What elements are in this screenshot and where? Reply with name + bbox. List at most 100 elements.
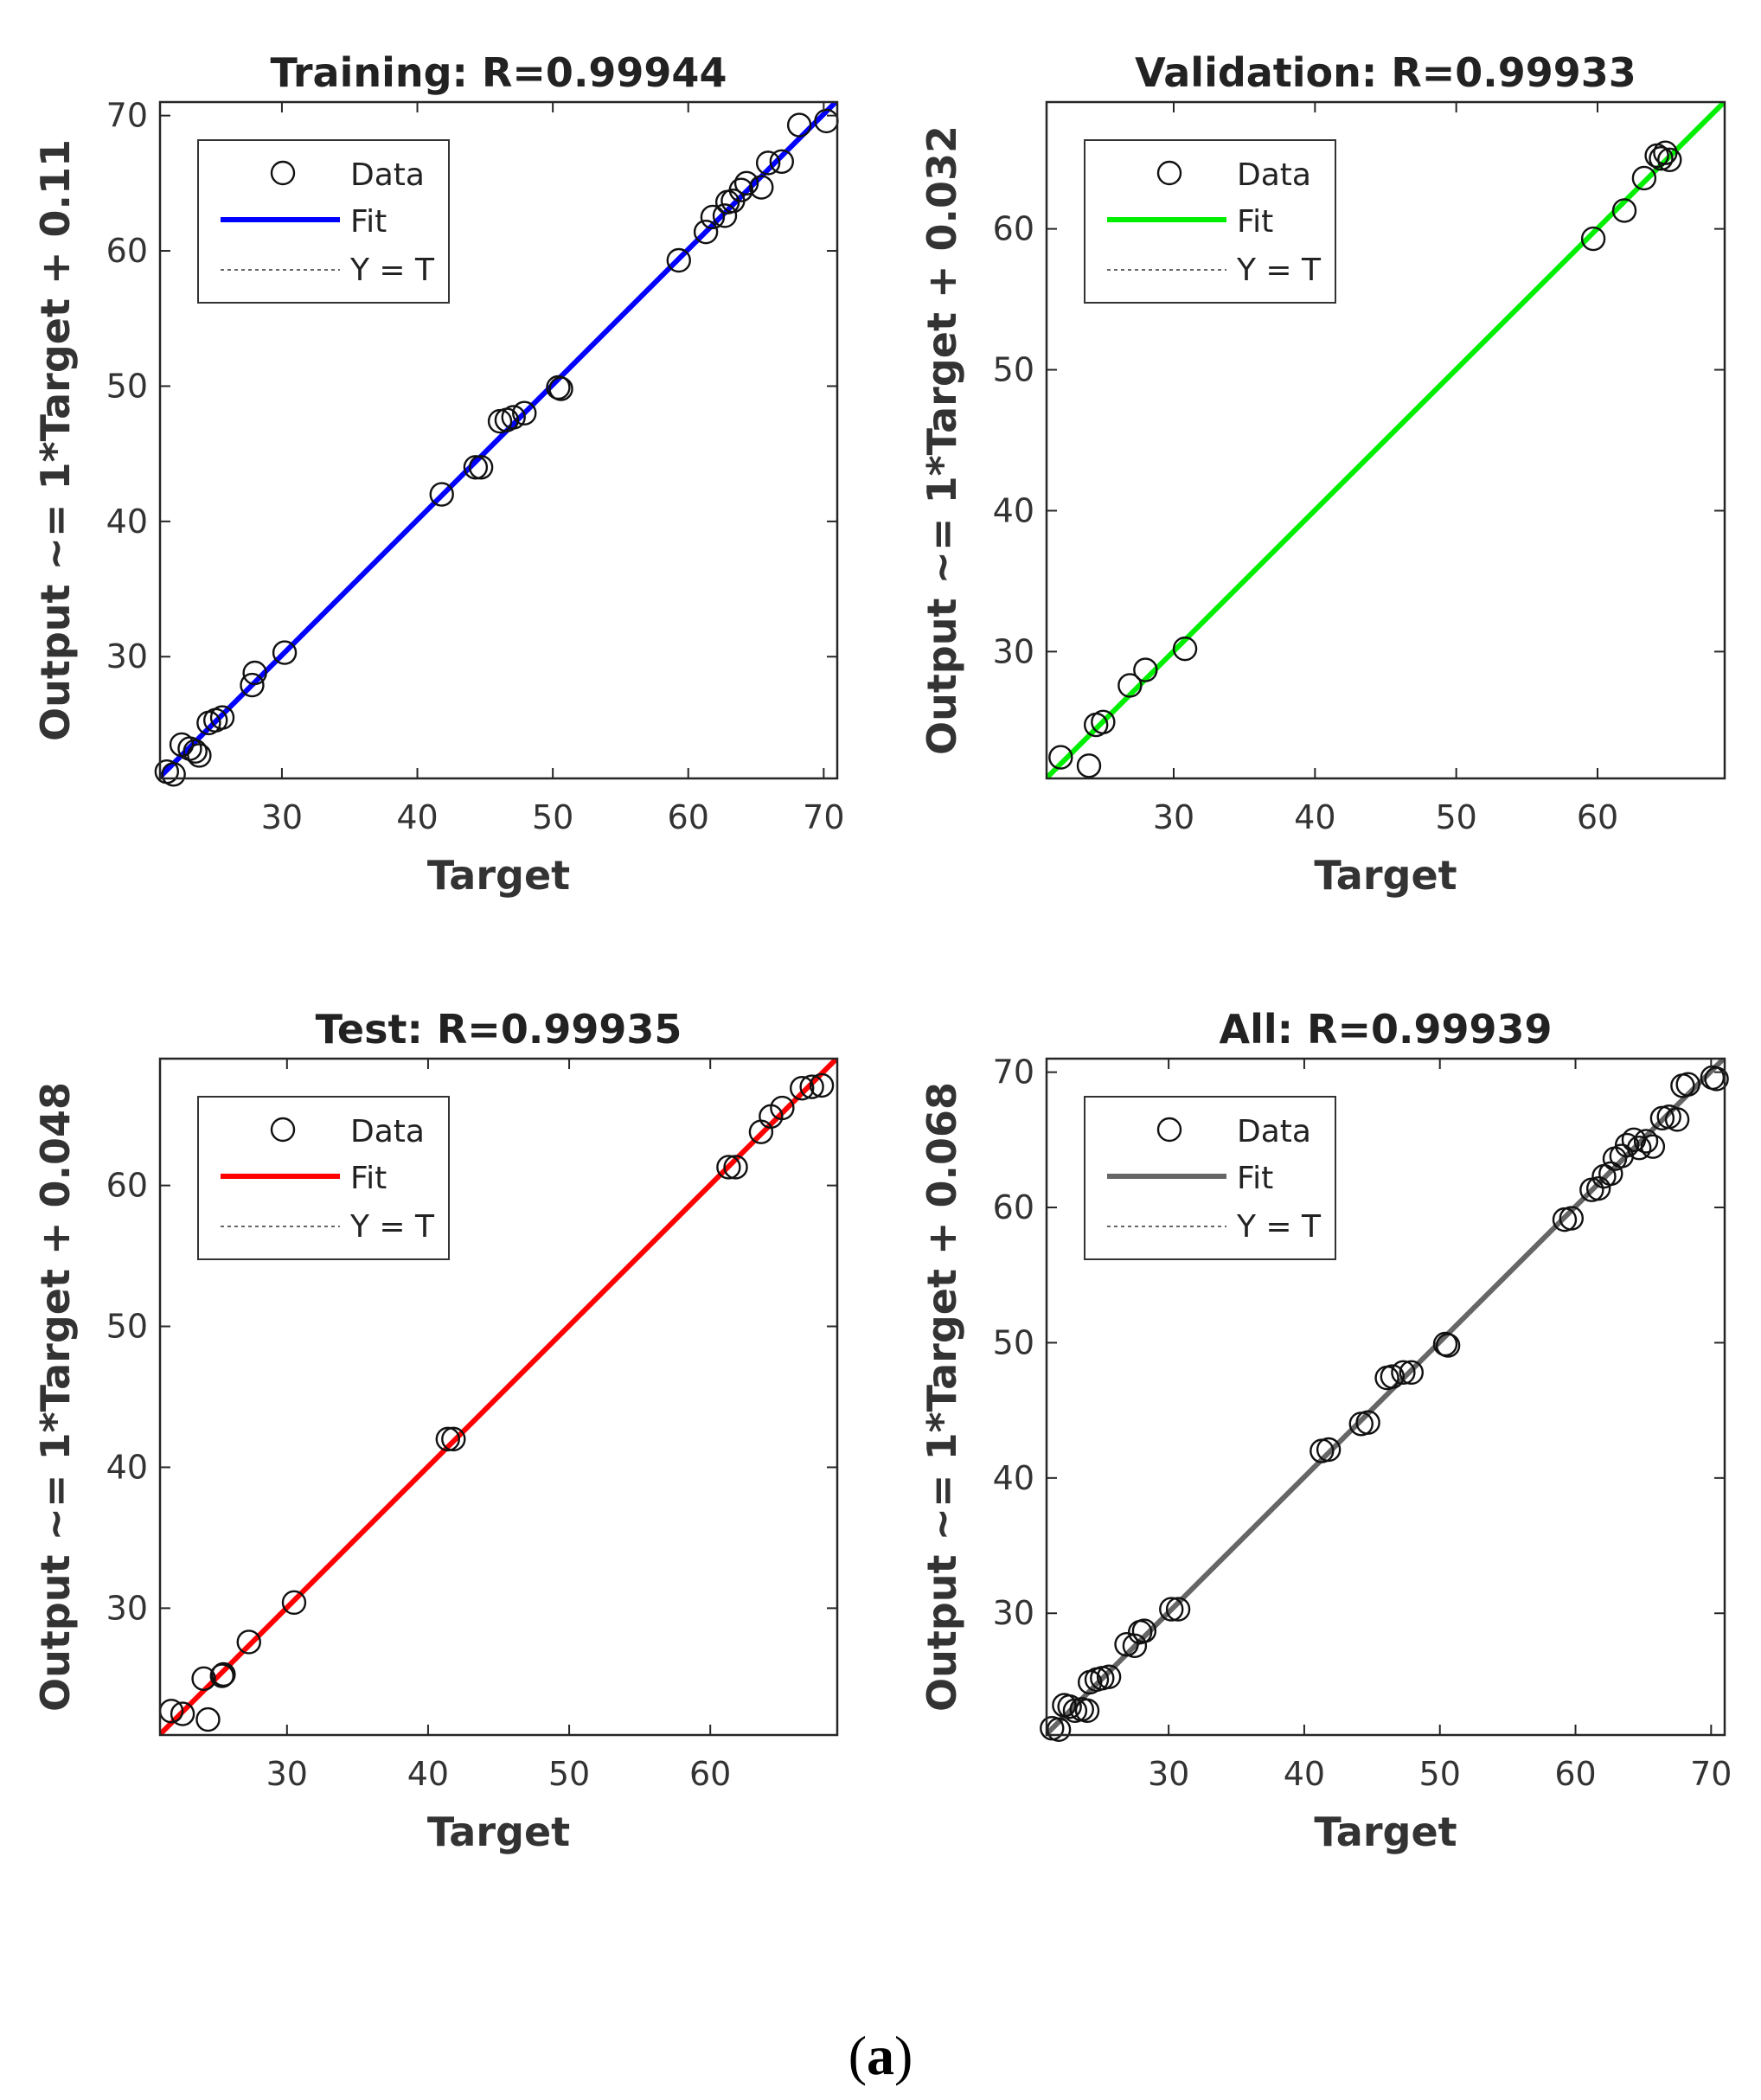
data-point xyxy=(1627,1136,1652,1161)
x-tick-label: 40 xyxy=(407,1755,449,1793)
legend-fit-label: Fit xyxy=(350,1161,387,1196)
data-point xyxy=(240,672,265,698)
panel-training: 30 40 50 60 70 30 40 50 60 70 Training: R=0.99944 T… xyxy=(32,49,845,899)
y-tick-label: 60 xyxy=(106,232,148,270)
x-axis-label: Target xyxy=(427,852,570,899)
x-tick-label: 30 xyxy=(266,1755,308,1793)
x-tick-label: 40 xyxy=(1294,798,1335,836)
data-point xyxy=(1664,1107,1690,1132)
data-point xyxy=(1114,1632,1139,1657)
data-point xyxy=(770,1095,795,1121)
data-point xyxy=(236,1629,261,1655)
legend-data-marker xyxy=(1156,160,1182,186)
legend-yt-label: Y = T xyxy=(1236,253,1322,288)
data-point xyxy=(712,203,738,228)
data-points xyxy=(1040,1065,1729,1742)
y-tick-label: 60 xyxy=(993,210,1034,248)
data-point xyxy=(1117,673,1143,698)
y-tick-label: 30 xyxy=(106,1589,148,1627)
legend-data-marker xyxy=(1156,1117,1182,1143)
y-tick-label: 30 xyxy=(993,1594,1034,1632)
legend-data-label: Data xyxy=(350,157,425,193)
y-tick-label: 60 xyxy=(106,1167,148,1205)
data-point xyxy=(548,376,573,401)
data-point xyxy=(1165,1597,1191,1622)
data-point xyxy=(281,1590,307,1616)
data-point xyxy=(769,149,794,175)
data-point xyxy=(211,1661,236,1687)
y-tick-label: 40 xyxy=(106,503,148,541)
x-tick-label: 60 xyxy=(689,1755,731,1793)
data-point xyxy=(716,1155,741,1180)
data-point xyxy=(272,640,298,665)
data-point xyxy=(1391,1360,1416,1386)
data-point xyxy=(1091,709,1116,735)
caption-letter: a xyxy=(867,2025,894,2086)
data-point xyxy=(187,743,212,768)
y-tick-label: 50 xyxy=(993,351,1034,389)
data-point xyxy=(723,1155,748,1180)
x-axis-label: Target xyxy=(1314,1809,1457,1855)
data-point xyxy=(799,1074,824,1099)
data-point xyxy=(441,1426,466,1452)
data-point xyxy=(209,1663,234,1688)
data-point xyxy=(1048,745,1073,770)
data-point xyxy=(1653,140,1678,165)
figure-caption: (a) xyxy=(848,2025,913,2086)
x-tick-label: 50 xyxy=(548,1755,590,1793)
x-tick-label: 60 xyxy=(668,798,709,836)
axes-box xyxy=(1045,100,1726,780)
data-point xyxy=(1074,1698,1100,1724)
x-axis-label: Target xyxy=(1314,852,1457,899)
panel-validation: 30 40 50 60 30 40 50 60 Validation: R=0.99933 Tar… xyxy=(919,49,1726,899)
y-tick-label: 40 xyxy=(106,1448,148,1486)
x-tick-label: 50 xyxy=(532,798,573,836)
legend-yt-label: Y = T xyxy=(349,253,435,288)
y-tick-label: 60 xyxy=(993,1188,1034,1226)
y-tick-label: 50 xyxy=(106,367,148,405)
data-point xyxy=(1585,1175,1611,1201)
legend: Data Fit Y = T xyxy=(197,1096,450,1260)
data-point xyxy=(183,739,208,764)
chart-title: All: R=0.99939 xyxy=(1219,1006,1552,1053)
legend-data-label: Data xyxy=(1237,157,1311,193)
axes-box xyxy=(1045,1057,1726,1737)
data-point xyxy=(790,1076,815,1101)
fit-line xyxy=(160,102,837,778)
caption-close: ) xyxy=(894,2025,913,2086)
data-point xyxy=(1355,1410,1380,1435)
data-point xyxy=(1704,1066,1729,1092)
data-point xyxy=(1076,753,1102,778)
chart-title: Validation: R=0.99933 xyxy=(1135,49,1636,96)
legend-data-marker xyxy=(270,1117,296,1143)
data-point xyxy=(728,177,754,202)
fit-line xyxy=(160,1059,837,1735)
y-axis-label: Output ~= 1*Target + 0.048 xyxy=(32,1082,79,1712)
data-point xyxy=(1580,226,1606,252)
data-point xyxy=(512,400,537,426)
legend-data-label: Data xyxy=(350,1114,425,1149)
x-tick-label: 70 xyxy=(803,798,844,836)
data-point xyxy=(1131,1618,1157,1643)
data-points xyxy=(158,1072,835,1732)
legend-fit-label: Fit xyxy=(350,204,387,240)
y-tick-label: 30 xyxy=(993,632,1034,670)
data-point xyxy=(1640,1134,1666,1159)
data-point xyxy=(1133,657,1158,682)
legend: Data Fit Y = T xyxy=(197,139,450,304)
x-tick-label: 40 xyxy=(1284,1755,1325,1793)
y-tick-label: 70 xyxy=(106,97,148,135)
axes-box xyxy=(158,100,839,780)
data-point xyxy=(1435,1333,1461,1358)
y-tick-label: 50 xyxy=(993,1323,1034,1361)
chart-title: Test: R=0.99935 xyxy=(316,1006,682,1053)
legend-data-marker xyxy=(270,160,296,186)
y-tick-label: 70 xyxy=(993,1053,1034,1092)
data-point xyxy=(1649,145,1674,171)
x-tick-label: 30 xyxy=(1153,798,1194,836)
y-axis-label: Output ~= 1*Target + 0.032 xyxy=(919,125,965,755)
y-tick-label: 50 xyxy=(106,1308,148,1346)
data-point xyxy=(1096,1664,1122,1689)
data-point xyxy=(1399,1360,1424,1386)
data-point xyxy=(1172,636,1198,662)
